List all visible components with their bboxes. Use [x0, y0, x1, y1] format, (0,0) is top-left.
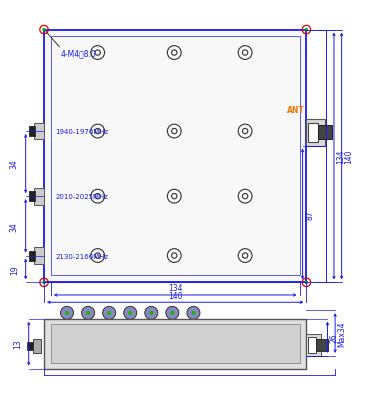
- Bar: [44, 319, 306, 369]
- Bar: [308, 337, 316, 353]
- Bar: [34, 124, 44, 140]
- Circle shape: [129, 312, 132, 315]
- Circle shape: [87, 312, 90, 315]
- Circle shape: [305, 282, 308, 284]
- Bar: [33, 339, 41, 353]
- Text: 19: 19: [10, 265, 19, 274]
- Text: 87: 87: [306, 210, 314, 219]
- Circle shape: [124, 307, 137, 320]
- Text: 4-M4深8.0: 4-M4深8.0: [60, 49, 96, 58]
- Circle shape: [103, 307, 116, 320]
- Text: 140: 140: [168, 291, 182, 300]
- Circle shape: [305, 29, 308, 32]
- Circle shape: [166, 307, 179, 320]
- Bar: [44, 30, 306, 283]
- Circle shape: [192, 312, 195, 315]
- Text: ANT: ANT: [287, 105, 304, 115]
- Bar: [34, 188, 44, 205]
- Text: 134: 134: [336, 149, 345, 164]
- Circle shape: [65, 312, 69, 315]
- Circle shape: [145, 307, 158, 320]
- Text: 26: 26: [330, 333, 339, 342]
- Circle shape: [108, 312, 111, 315]
- Bar: [29, 251, 35, 261]
- Bar: [34, 247, 44, 264]
- Text: 134: 134: [168, 284, 182, 293]
- Text: Max34: Max34: [337, 320, 346, 346]
- Bar: [318, 126, 332, 140]
- Circle shape: [82, 307, 95, 320]
- Text: 2130-2160MHz: 2130-2160MHz: [56, 253, 109, 259]
- Bar: [306, 119, 325, 146]
- Text: 34: 34: [10, 221, 19, 231]
- Bar: [51, 325, 300, 363]
- Circle shape: [150, 312, 153, 315]
- Circle shape: [61, 307, 74, 320]
- Circle shape: [43, 282, 46, 284]
- Text: 34: 34: [10, 159, 19, 169]
- Bar: [27, 342, 33, 350]
- Text: 13: 13: [13, 339, 22, 348]
- Circle shape: [43, 29, 46, 32]
- Bar: [308, 124, 318, 142]
- Bar: [306, 334, 321, 356]
- Circle shape: [171, 312, 174, 315]
- Bar: [29, 127, 35, 137]
- Bar: [51, 37, 300, 276]
- Text: 2010-2025MHz: 2010-2025MHz: [56, 194, 108, 200]
- Text: 1940-1970MHz: 1940-1970MHz: [56, 129, 109, 135]
- Circle shape: [187, 307, 200, 320]
- Text: 140: 140: [344, 149, 353, 164]
- Bar: [29, 192, 35, 202]
- Bar: [316, 339, 328, 350]
